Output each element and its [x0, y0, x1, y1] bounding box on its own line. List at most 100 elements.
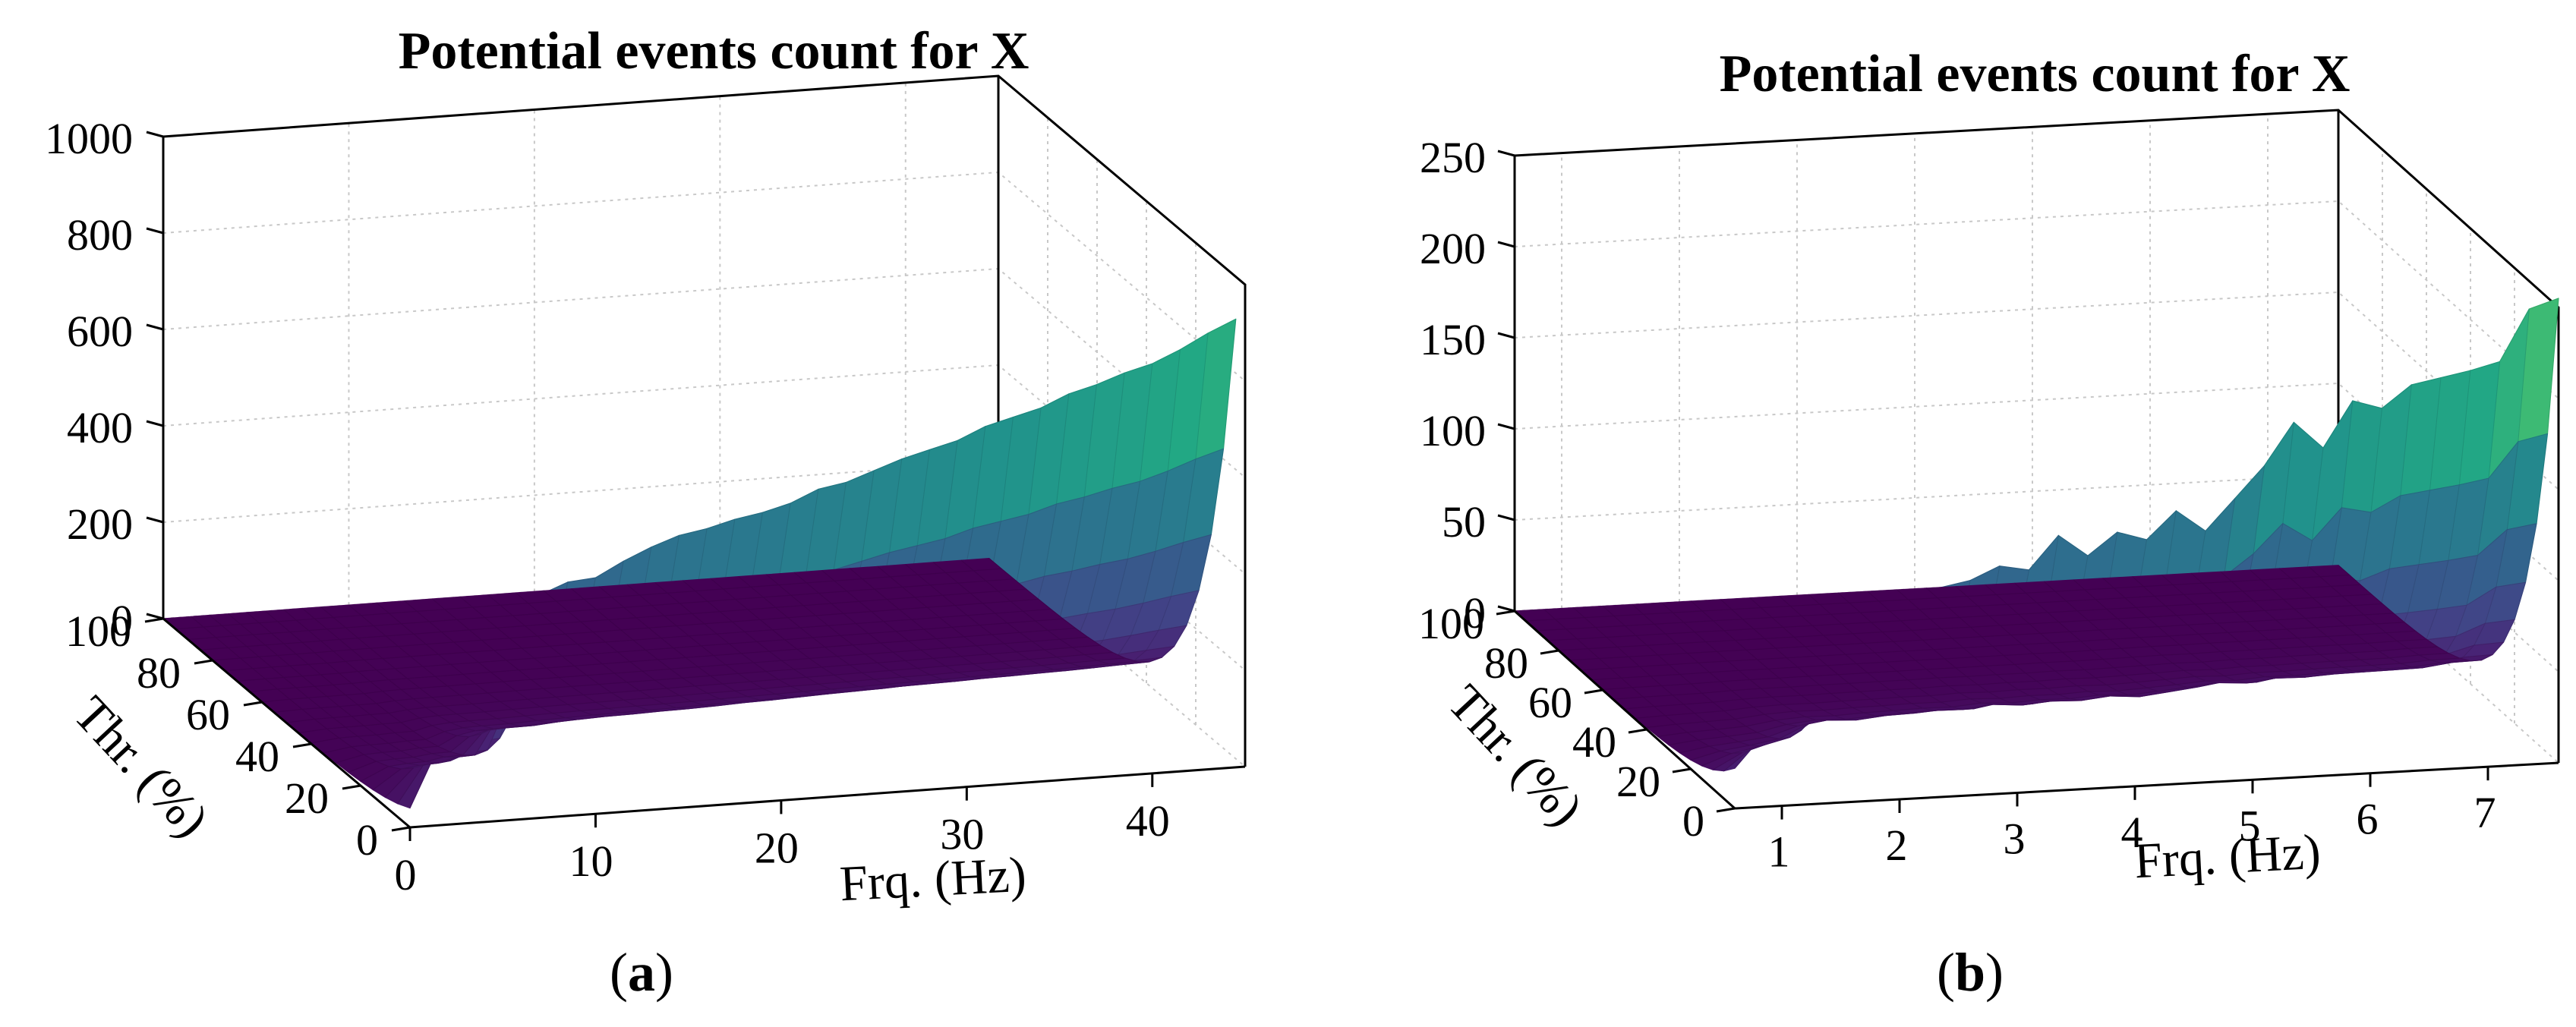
- surface-mesh-line: [1038, 669, 1067, 674]
- surface-mesh-line: [731, 696, 760, 703]
- surface-mesh-line: [1536, 619, 1568, 632]
- surface-mesh-line: [868, 621, 897, 634]
- surface-mesh-line: [2459, 477, 2489, 556]
- surface-mesh-line: [682, 666, 712, 679]
- surface-mesh-line: [358, 659, 378, 673]
- surface-mesh-line: [1635, 706, 1666, 719]
- surface-mesh-line: [2095, 667, 2127, 679]
- surface-mesh-line: [2010, 695, 2041, 704]
- z-tick-label: 0: [111, 596, 133, 645]
- surface-mesh-line: [2066, 669, 2097, 679]
- surface-mesh-line: [1919, 677, 1950, 689]
- surface-mesh-line: [1690, 745, 1722, 761]
- surface-mesh-line: [2114, 576, 2145, 589]
- surface-mesh-line: [815, 603, 845, 616]
- surface-mesh-line: [2018, 602, 2049, 615]
- surface-mesh-line: [1673, 600, 1704, 613]
- surface-mesh-line: [2294, 668, 2324, 676]
- surface-mesh-line: [929, 439, 958, 539]
- surface-mesh-line: [905, 649, 935, 661]
- surface-mesh-line: [1081, 660, 1110, 668]
- surface-mesh-line: [2114, 657, 2145, 669]
- surface-mesh-line: [1881, 696, 1913, 707]
- surface-mesh-line: [2264, 670, 2294, 677]
- surface-mesh-line: [716, 621, 746, 635]
- surface-mesh-line: [957, 663, 988, 673]
- surface-mesh-line: [1731, 745, 1761, 754]
- surface-mesh-line: [1115, 602, 1144, 636]
- surface-mesh-line: [1978, 594, 2009, 606]
- ticks: [1496, 150, 2489, 820]
- surface-mesh-line: [376, 691, 396, 704]
- surface-mesh-line: [2397, 630, 2428, 641]
- z-tick-mark: [146, 420, 164, 427]
- surface-mesh-line: [679, 591, 709, 604]
- surface-mesh-line: [370, 703, 390, 715]
- surface-mesh-line: [1635, 623, 1666, 636]
- surface-mesh-line: [2389, 647, 2420, 659]
- surface-mesh-line: [490, 660, 520, 673]
- surface-mesh-line: [2349, 642, 2380, 654]
- surface-mesh-line: [1783, 616, 1814, 628]
- surface-mesh-line: [661, 625, 690, 638]
- surface-mesh-line: [1878, 670, 1909, 682]
- surface-mesh-line: [537, 623, 566, 637]
- surface-mesh-line: [1815, 644, 1847, 657]
- surface-mesh-line: [2363, 668, 2394, 673]
- surface-mesh-line: [401, 740, 421, 751]
- surface-mesh-line: [664, 603, 693, 616]
- surface-mesh-line: [2279, 638, 2310, 649]
- surface-mesh-line: [732, 609, 761, 622]
- z-tick-mark: [146, 613, 164, 620]
- surface-mesh-line: [611, 682, 641, 694]
- surface-mesh-line: [540, 696, 569, 707]
- surface-mesh-line: [698, 655, 727, 668]
- surface-mesh-line: [240, 612, 260, 625]
- surface-mesh-line: [2322, 400, 2354, 508]
- surface-mesh-line: [744, 619, 774, 632]
- surface-mesh-line: [1026, 665, 1054, 673]
- surface-mesh-line: [2352, 665, 2382, 672]
- surface-mesh-line: [1789, 676, 1821, 688]
- surface-mesh-line: [2385, 622, 2417, 634]
- surface-mesh-line: [1613, 603, 1644, 616]
- surface-mesh-line: [398, 633, 427, 647]
- surface-mesh-line: [2106, 675, 2137, 685]
- surface-mesh-line: [2305, 606, 2336, 619]
- surface-mesh-line: [370, 734, 390, 745]
- surface-mesh-line: [1705, 710, 1736, 723]
- x-tick-label: 2: [1886, 821, 1908, 870]
- surface-mesh-line: [2224, 666, 2255, 676]
- surface-mesh-line: [890, 564, 919, 578]
- surface-mesh-line: [320, 628, 341, 641]
- surface-mesh-line: [1096, 372, 1125, 489]
- surface-mesh-line: [1723, 619, 1755, 632]
- surface-mesh-line: [1837, 663, 1869, 676]
- surface-mesh-line: [942, 582, 972, 596]
- surface-mesh-line: [762, 679, 793, 689]
- surface-mesh-line: [500, 690, 529, 702]
- surface-mesh-line: [753, 651, 783, 663]
- surface-mesh-line: [521, 720, 550, 727]
- surface-mesh-line: [756, 629, 786, 642]
- surface-mesh-line: [2393, 666, 2423, 670]
- surface-mesh-line: [2529, 298, 2559, 434]
- surface-mesh-line: [1775, 710, 1807, 721]
- surface-mesh-line: [497, 615, 526, 628]
- surface-mesh-line: [352, 671, 371, 684]
- surface-mesh-line: [2246, 676, 2276, 684]
- surface-mesh-line: [1159, 625, 1187, 647]
- surface-mesh-line: [602, 651, 632, 665]
- surface-mesh-line: [1970, 615, 2001, 628]
- surface-mesh-line: [902, 574, 932, 588]
- surface-mesh-line: [871, 683, 900, 690]
- surface-mesh-line: [1878, 589, 1909, 602]
- surface-mesh-line: [911, 606, 941, 620]
- surface-mesh-line: [431, 685, 462, 698]
- surface-mesh-line: [1661, 674, 1692, 686]
- surface-mesh-line: [361, 603, 390, 616]
- surface-mesh-line: [834, 664, 863, 676]
- x-tick-label: 20: [755, 823, 799, 872]
- surface-mesh-line: [577, 714, 605, 720]
- surface-mesh-line: [611, 584, 641, 598]
